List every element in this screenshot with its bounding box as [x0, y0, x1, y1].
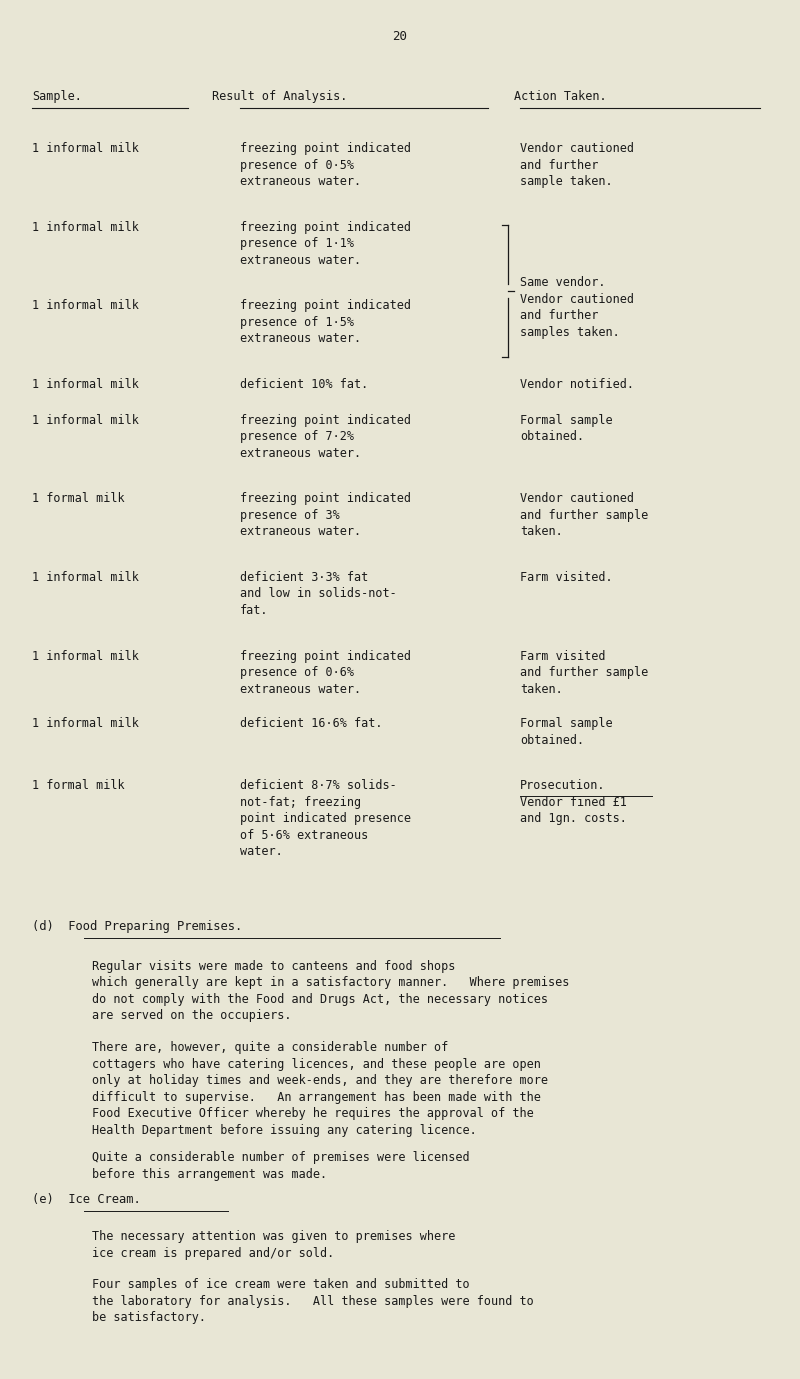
- Text: deficient 10% fat.: deficient 10% fat.: [240, 378, 368, 390]
- Text: Sample.: Sample.: [32, 90, 82, 102]
- Text: Formal sample
obtained.: Formal sample obtained.: [520, 414, 613, 443]
- Text: 1 formal milk: 1 formal milk: [32, 492, 125, 505]
- Text: Action Taken.: Action Taken.: [514, 90, 606, 102]
- Text: 1 formal milk: 1 formal milk: [32, 779, 125, 792]
- Text: Vendor cautioned
and further
sample taken.: Vendor cautioned and further sample take…: [520, 142, 634, 188]
- Text: 1 informal milk: 1 informal milk: [32, 378, 139, 390]
- Text: Regular visits were made to canteens and food shops
which generally are kept in : Regular visits were made to canteens and…: [92, 960, 570, 1022]
- Text: 1 informal milk: 1 informal milk: [32, 221, 139, 233]
- Text: Same vendor.
Vendor cautioned
and further
samples taken.: Same vendor. Vendor cautioned and furthe…: [520, 276, 634, 339]
- Text: Quite a considerable number of premises were licensed
before this arrangement wa: Quite a considerable number of premises …: [92, 1151, 470, 1180]
- Text: 20: 20: [393, 30, 407, 43]
- Text: The necessary attention was given to premises where
ice cream is prepared and/or: The necessary attention was given to pre…: [92, 1230, 455, 1259]
- Text: Formal sample
obtained.: Formal sample obtained.: [520, 717, 613, 746]
- Text: 1 informal milk: 1 informal milk: [32, 414, 139, 426]
- Text: freezing point indicated
presence of 7·2%
extraneous water.: freezing point indicated presence of 7·2…: [240, 414, 411, 459]
- Text: (d)  Food Preparing Premises.: (d) Food Preparing Premises.: [32, 920, 242, 932]
- Text: freezing point indicated
presence of 0·6%
extraneous water.: freezing point indicated presence of 0·6…: [240, 650, 411, 695]
- Text: 1 informal milk: 1 informal milk: [32, 142, 139, 154]
- Text: deficient 8·7% solids-
not-fat; freezing
point indicated presence
of 5·6% extran: deficient 8·7% solids- not-fat; freezing…: [240, 779, 411, 858]
- Text: deficient 16·6% fat.: deficient 16·6% fat.: [240, 717, 382, 729]
- Text: freezing point indicated
presence of 1·1%
extraneous water.: freezing point indicated presence of 1·1…: [240, 221, 411, 266]
- Text: 1 informal milk: 1 informal milk: [32, 717, 139, 729]
- Text: Vendor cautioned
and further sample
taken.: Vendor cautioned and further sample take…: [520, 492, 648, 538]
- Text: (e)  Ice Cream.: (e) Ice Cream.: [32, 1193, 141, 1205]
- Text: Four samples of ice cream were taken and submitted to
the laboratory for analysi: Four samples of ice cream were taken and…: [92, 1278, 534, 1324]
- Text: There are, however, quite a considerable number of
cottagers who have catering l: There are, however, quite a considerable…: [92, 1041, 548, 1136]
- Text: Result of Analysis.: Result of Analysis.: [212, 90, 348, 102]
- Text: freezing point indicated
presence of 0·5%
extraneous water.: freezing point indicated presence of 0·5…: [240, 142, 411, 188]
- Text: Prosecution.
Vendor fined £1
and 1gn. costs.: Prosecution. Vendor fined £1 and 1gn. co…: [520, 779, 627, 825]
- Text: 1 informal milk: 1 informal milk: [32, 650, 139, 662]
- Text: 1 informal milk: 1 informal milk: [32, 299, 139, 312]
- Text: Farm visited
and further sample
taken.: Farm visited and further sample taken.: [520, 650, 648, 695]
- Text: Vendor notified.: Vendor notified.: [520, 378, 634, 390]
- Text: deficient 3·3% fat
and low in solids-not-
fat.: deficient 3·3% fat and low in solids-not…: [240, 571, 397, 616]
- Text: freezing point indicated
presence of 1·5%
extraneous water.: freezing point indicated presence of 1·5…: [240, 299, 411, 345]
- Text: 1 informal milk: 1 informal milk: [32, 571, 139, 583]
- Text: freezing point indicated
presence of 3%
extraneous water.: freezing point indicated presence of 3% …: [240, 492, 411, 538]
- Text: Farm visited.: Farm visited.: [520, 571, 613, 583]
